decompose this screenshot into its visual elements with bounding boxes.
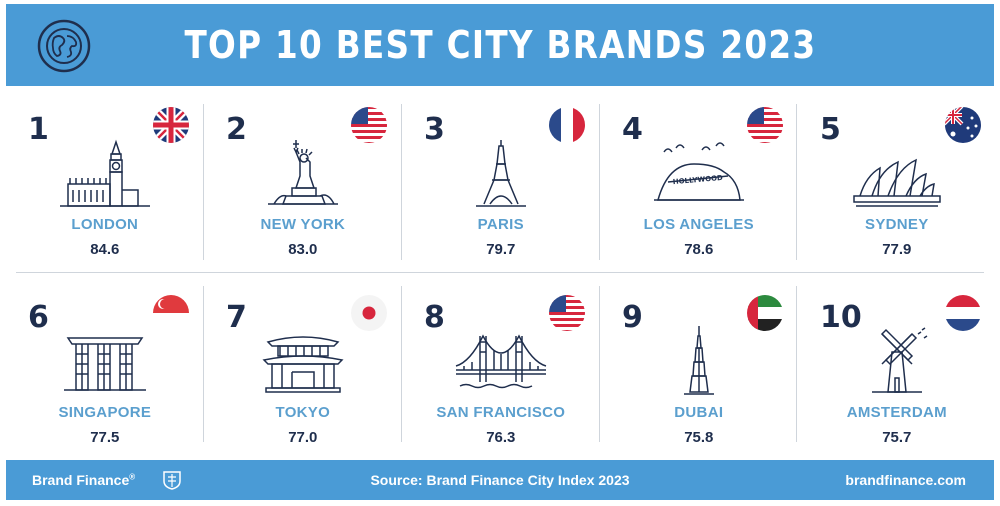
city-name: LOS ANGELES: [643, 216, 754, 233]
uae-flag-icon: [746, 295, 783, 331]
globe-icon: [37, 19, 91, 73]
city-card: 3 PARIS 79.7: [402, 90, 600, 270]
divider: [401, 286, 402, 442]
city-score: 78.6: [684, 241, 714, 258]
rank-number: 3: [424, 112, 445, 147]
golden-gate-bridge-icon: [455, 334, 547, 389]
city-name: SAN FRANCISCO: [436, 404, 566, 421]
city-name: PARIS: [477, 216, 524, 233]
rank-number: 6: [28, 300, 49, 335]
eiffel-tower-icon: [475, 140, 526, 207]
city-card: 7 TOKYO 77.0: [204, 278, 402, 458]
rank-number: 9: [622, 300, 643, 335]
singapore-flag-icon: [152, 295, 189, 331]
rank-number: 10: [820, 300, 862, 335]
divider: [796, 104, 797, 260]
city-name: AMSTERDAM: [846, 404, 947, 421]
france-flag-icon: [548, 107, 585, 143]
usa-flag-icon: [350, 107, 387, 143]
svg-text:HOLLYWOOD: HOLLYWOOD: [672, 174, 723, 186]
source-text: Source: Brand Finance City Index 2023: [370, 472, 630, 488]
city-score: 77.5: [90, 429, 120, 446]
rank-number: 7: [226, 300, 247, 335]
brand-logo: Brand Finance®: [32, 472, 135, 488]
rank-number: 4: [622, 112, 643, 147]
statue-of-liberty-icon: [267, 140, 338, 205]
japanese-pagoda-icon: [262, 336, 344, 393]
city-card: 9 DUBAI 75.8: [600, 278, 798, 458]
big-ben-icon: [59, 139, 150, 207]
page-title: TOP 10 BEST CITY BRANDS 2023: [183, 23, 816, 67]
japan-flag-icon: [350, 295, 387, 331]
australia-flag-icon: [944, 107, 981, 143]
registered-mark: ®: [129, 472, 136, 482]
header-banner: TOP 10 BEST CITY BRANDS 2023: [6, 4, 994, 86]
city-name: DUBAI: [674, 404, 724, 421]
city-score: 84.6: [90, 241, 120, 258]
city-score: 77.9: [882, 241, 912, 258]
divider: [16, 272, 984, 273]
divider: [599, 286, 600, 442]
city-card: 6 SINGAPORE 77.5: [6, 278, 204, 458]
city-card: 5 SYDN: [798, 90, 996, 270]
burj-khalifa-icon: [683, 326, 714, 395]
city-score: 76.3: [486, 429, 516, 446]
rank-number: 5: [820, 112, 841, 147]
divider: [796, 286, 797, 442]
marina-bay-sands-icon: [63, 337, 146, 391]
divider: [599, 104, 600, 260]
hollywood-sign-icon: HOLLYWOOD: [653, 142, 744, 201]
usa-flag-icon: [746, 107, 783, 143]
city-score: 75.8: [684, 429, 714, 446]
city-card: 8 SAN FRANCISCO 76.3: [402, 278, 600, 458]
city-name: SYDNEY: [865, 216, 929, 233]
city-name: LONDON: [71, 216, 139, 233]
crest-icon: [163, 471, 181, 490]
usa-flag-icon: [548, 295, 585, 331]
divider: [203, 104, 204, 260]
divider: [203, 286, 204, 442]
city-card: 10 AMSTERDAM 75.7: [798, 278, 996, 458]
city-score: 79.7: [486, 241, 516, 258]
website-link[interactable]: brandfinance.com: [845, 472, 966, 488]
rank-number: 2: [226, 112, 247, 147]
brand-name: Brand Finance: [32, 472, 130, 488]
city-score: 77.0: [288, 429, 318, 446]
city-score: 83.0: [288, 241, 318, 258]
city-name: NEW YORK: [260, 216, 346, 233]
city-name: TOKYO: [275, 404, 331, 421]
city-card: 1: [6, 90, 204, 270]
rank-number: 1: [28, 112, 49, 147]
windmill-icon: [871, 327, 928, 393]
rank-number: 8: [424, 300, 445, 335]
netherlands-flag-icon: [944, 295, 981, 331]
city-card: 2 NEW YORK: [204, 90, 402, 270]
city-name: SINGAPORE: [58, 404, 152, 421]
divider: [401, 104, 402, 260]
footer-bar: Brand Finance® Source: Brand Finance Cit…: [6, 460, 994, 500]
city-score: 75.7: [882, 429, 912, 446]
uk-flag-icon: [152, 107, 189, 143]
city-card: 4 HOLLYWOOD LOS ANGELES 78.6: [600, 90, 798, 270]
city-grid: 1: [6, 90, 994, 450]
sydney-opera-house-icon: [853, 158, 941, 207]
